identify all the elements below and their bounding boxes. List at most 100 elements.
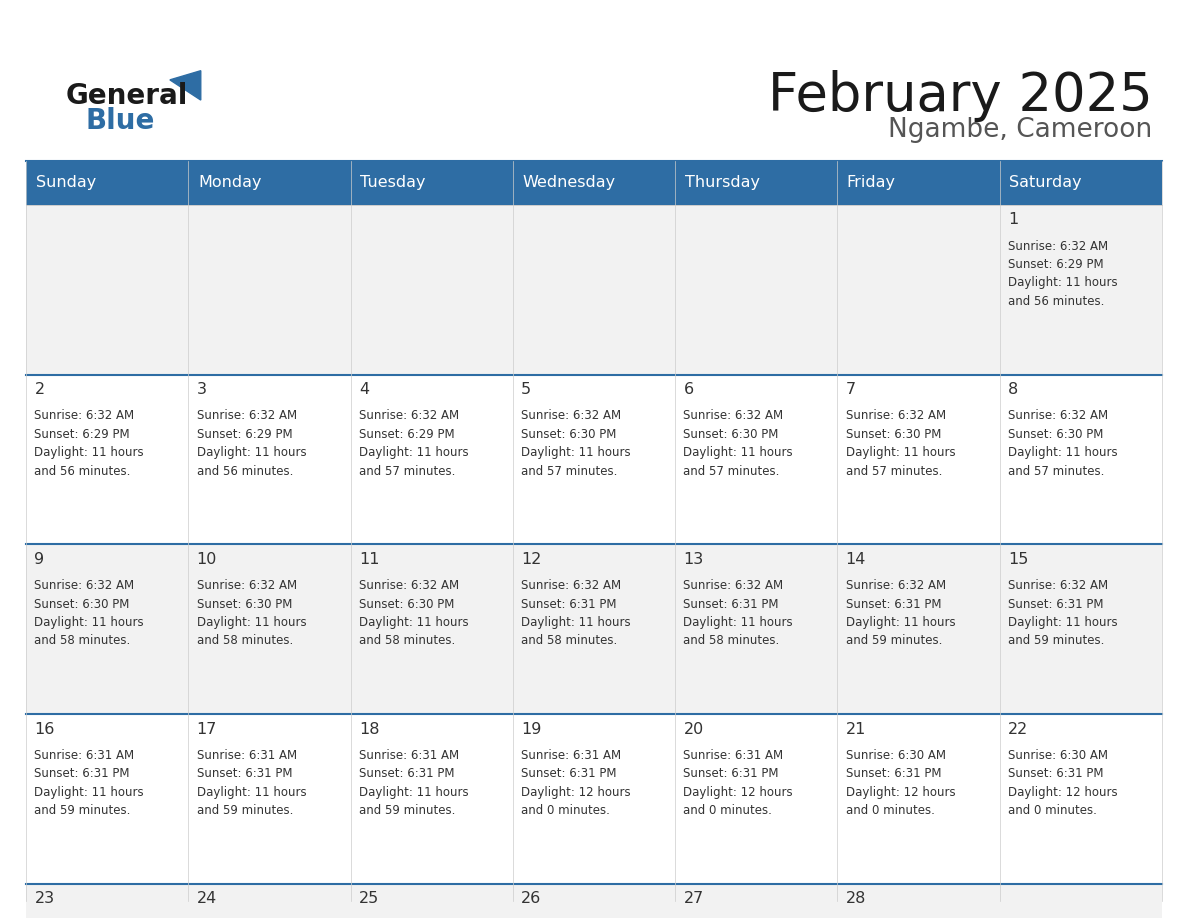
- Text: Sunset: 6:30 PM: Sunset: 6:30 PM: [522, 428, 617, 441]
- Bar: [350, 544, 513, 714]
- Text: 17: 17: [197, 722, 217, 736]
- Text: Sunrise: 6:32 AM: Sunrise: 6:32 AM: [846, 409, 946, 422]
- Text: Sunrise: 6:32 AM: Sunrise: 6:32 AM: [522, 579, 621, 592]
- Text: and 56 minutes.: and 56 minutes.: [1007, 295, 1105, 308]
- Text: Thursday: Thursday: [684, 175, 759, 190]
- Text: 26: 26: [522, 891, 542, 906]
- Text: Monday: Monday: [198, 175, 261, 190]
- Bar: [513, 544, 675, 714]
- Text: 25: 25: [359, 891, 379, 906]
- Text: Sunset: 6:31 PM: Sunset: 6:31 PM: [1007, 767, 1104, 780]
- Bar: [350, 161, 513, 205]
- Bar: [26, 714, 189, 884]
- Text: 5: 5: [522, 382, 531, 397]
- Text: and 57 minutes.: and 57 minutes.: [359, 465, 455, 477]
- Text: Sunrise: 6:32 AM: Sunrise: 6:32 AM: [359, 409, 459, 422]
- Text: Sunrise: 6:30 AM: Sunrise: 6:30 AM: [1007, 749, 1108, 762]
- Text: 20: 20: [683, 722, 703, 736]
- Text: 4: 4: [359, 382, 369, 397]
- Bar: [189, 714, 350, 884]
- Text: Sunrise: 6:32 AM: Sunrise: 6:32 AM: [522, 409, 621, 422]
- Text: 24: 24: [197, 891, 217, 906]
- Text: and 59 minutes.: and 59 minutes.: [34, 804, 131, 817]
- Bar: [675, 714, 838, 884]
- Text: and 58 minutes.: and 58 minutes.: [522, 634, 618, 647]
- Text: and 56 minutes.: and 56 minutes.: [34, 465, 131, 477]
- Text: Daylight: 12 hours: Daylight: 12 hours: [846, 786, 955, 799]
- Text: 7: 7: [846, 382, 855, 397]
- Text: 18: 18: [359, 722, 379, 736]
- Text: and 57 minutes.: and 57 minutes.: [522, 465, 618, 477]
- Bar: [189, 205, 350, 375]
- Bar: [513, 205, 675, 375]
- Text: Sunset: 6:31 PM: Sunset: 6:31 PM: [846, 598, 941, 610]
- Text: Sunset: 6:30 PM: Sunset: 6:30 PM: [1007, 428, 1104, 441]
- Bar: [999, 544, 1162, 714]
- Text: and 58 minutes.: and 58 minutes.: [359, 634, 455, 647]
- Bar: [999, 884, 1162, 918]
- Text: and 58 minutes.: and 58 minutes.: [197, 634, 293, 647]
- Text: and 57 minutes.: and 57 minutes.: [846, 465, 942, 477]
- Text: and 57 minutes.: and 57 minutes.: [1007, 465, 1105, 477]
- Text: Sunset: 6:30 PM: Sunset: 6:30 PM: [846, 428, 941, 441]
- Bar: [999, 161, 1162, 205]
- Text: Sunset: 6:29 PM: Sunset: 6:29 PM: [197, 428, 292, 441]
- Text: Friday: Friday: [847, 175, 896, 190]
- Text: 8: 8: [1007, 382, 1018, 397]
- Bar: [350, 884, 513, 918]
- Text: Daylight: 11 hours: Daylight: 11 hours: [34, 616, 144, 629]
- Text: 9: 9: [34, 552, 45, 566]
- Text: Sunrise: 6:31 AM: Sunrise: 6:31 AM: [34, 749, 134, 762]
- Text: Sunset: 6:30 PM: Sunset: 6:30 PM: [359, 598, 454, 610]
- Text: Daylight: 11 hours: Daylight: 11 hours: [34, 446, 144, 459]
- Text: General: General: [65, 83, 188, 110]
- Text: and 0 minutes.: and 0 minutes.: [683, 804, 772, 817]
- Text: Sunset: 6:31 PM: Sunset: 6:31 PM: [1007, 598, 1104, 610]
- Text: Daylight: 11 hours: Daylight: 11 hours: [34, 786, 144, 799]
- Text: Sunrise: 6:32 AM: Sunrise: 6:32 AM: [683, 409, 784, 422]
- Text: Sunset: 6:30 PM: Sunset: 6:30 PM: [197, 598, 292, 610]
- Text: Sunrise: 6:31 AM: Sunrise: 6:31 AM: [359, 749, 459, 762]
- Text: 15: 15: [1007, 552, 1029, 566]
- Text: Daylight: 11 hours: Daylight: 11 hours: [846, 446, 955, 459]
- Bar: [513, 161, 675, 205]
- Bar: [513, 375, 675, 544]
- Text: Saturday: Saturday: [1009, 175, 1082, 190]
- Bar: [26, 544, 189, 714]
- Text: Daylight: 12 hours: Daylight: 12 hours: [1007, 786, 1118, 799]
- Text: Sunset: 6:29 PM: Sunset: 6:29 PM: [34, 428, 129, 441]
- Text: and 58 minutes.: and 58 minutes.: [683, 634, 779, 647]
- Text: Sunrise: 6:32 AM: Sunrise: 6:32 AM: [846, 579, 946, 592]
- Bar: [838, 714, 999, 884]
- Text: Sunrise: 6:32 AM: Sunrise: 6:32 AM: [359, 579, 459, 592]
- Bar: [26, 884, 189, 918]
- Text: Sunset: 6:30 PM: Sunset: 6:30 PM: [34, 598, 129, 610]
- Bar: [513, 714, 675, 884]
- Text: Sunset: 6:31 PM: Sunset: 6:31 PM: [34, 767, 129, 780]
- Text: 22: 22: [1007, 722, 1028, 736]
- Bar: [838, 161, 999, 205]
- Text: Sunset: 6:29 PM: Sunset: 6:29 PM: [359, 428, 455, 441]
- Text: Sunset: 6:31 PM: Sunset: 6:31 PM: [522, 598, 617, 610]
- Text: and 0 minutes.: and 0 minutes.: [1007, 804, 1097, 817]
- Text: 16: 16: [34, 722, 55, 736]
- Text: and 0 minutes.: and 0 minutes.: [522, 804, 611, 817]
- Text: Daylight: 12 hours: Daylight: 12 hours: [522, 786, 631, 799]
- Text: Sunrise: 6:31 AM: Sunrise: 6:31 AM: [522, 749, 621, 762]
- Text: Daylight: 11 hours: Daylight: 11 hours: [359, 446, 468, 459]
- Text: and 57 minutes.: and 57 minutes.: [683, 465, 779, 477]
- Bar: [838, 884, 999, 918]
- Bar: [189, 884, 350, 918]
- Text: 13: 13: [683, 552, 703, 566]
- Text: Sunrise: 6:32 AM: Sunrise: 6:32 AM: [34, 409, 134, 422]
- Text: Daylight: 11 hours: Daylight: 11 hours: [846, 616, 955, 629]
- Text: Sunrise: 6:32 AM: Sunrise: 6:32 AM: [1007, 240, 1108, 252]
- Text: 28: 28: [846, 891, 866, 906]
- Text: Sunrise: 6:32 AM: Sunrise: 6:32 AM: [1007, 579, 1108, 592]
- Text: Blue: Blue: [86, 107, 154, 135]
- Text: Daylight: 11 hours: Daylight: 11 hours: [683, 446, 794, 459]
- Text: and 56 minutes.: and 56 minutes.: [197, 465, 293, 477]
- Bar: [838, 544, 999, 714]
- Text: Sunset: 6:31 PM: Sunset: 6:31 PM: [522, 767, 617, 780]
- Bar: [350, 205, 513, 375]
